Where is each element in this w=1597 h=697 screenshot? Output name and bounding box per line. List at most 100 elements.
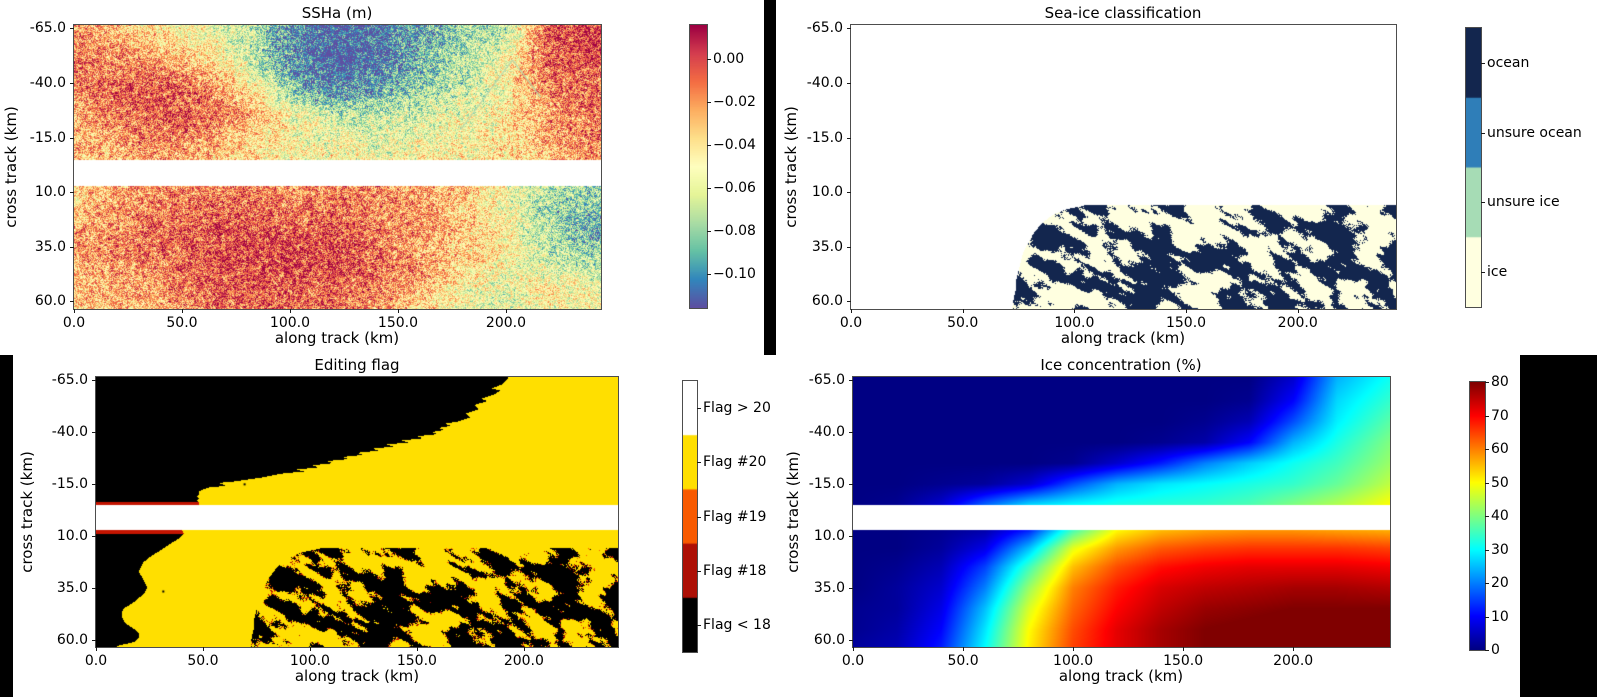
colorbar-tick-mark — [707, 273, 711, 275]
y-tick-mark — [849, 483, 853, 485]
colorbar-tick-mark — [1481, 202, 1485, 204]
y-tick-label: -40.0 — [806, 74, 843, 91]
y-tick-mark — [70, 246, 74, 248]
x-tick-mark — [505, 309, 507, 313]
y-tick-label: 60.0 — [56, 631, 88, 648]
x-tick-mark — [416, 647, 418, 651]
y-tick-mark — [849, 432, 853, 434]
colorbar-tick-label: 10 — [1491, 608, 1509, 625]
colorbar-tick-mark — [1485, 650, 1489, 651]
x-tick-label: 150.0 — [1165, 315, 1207, 331]
seaice-ylabel: cross track (km) — [782, 106, 800, 228]
colorbar-category-label: Flag > 20 — [703, 400, 771, 417]
colorbar-tick-mark — [1485, 449, 1489, 450]
editing-flag-map — [95, 376, 619, 648]
colorbar-tick-mark — [1485, 382, 1489, 383]
y-tick-label: -15.0 — [29, 129, 66, 146]
y-tick-label: 10.0 — [34, 184, 66, 201]
y-tick-label: 60.0 — [813, 631, 845, 648]
x-tick-label: 150.0 — [396, 653, 437, 669]
colorbar-tick-mark — [707, 59, 711, 61]
y-tick-mark — [92, 535, 96, 537]
colorbar-tick-label: −0.10 — [713, 265, 756, 282]
x-tick-mark — [289, 309, 291, 313]
x-tick-mark — [96, 647, 97, 651]
y-tick-mark — [70, 137, 74, 139]
y-tick-mark — [847, 28, 851, 30]
editing-flag-colorbar — [682, 380, 698, 653]
ice-concentration-title: Ice concentration (%) — [1040, 356, 1202, 374]
y-tick-label: -65.0 — [808, 372, 845, 389]
x-tick-label: 0.0 — [839, 315, 863, 331]
x-tick-mark — [851, 309, 852, 313]
y-tick-mark — [70, 82, 74, 84]
ice-concentration-ylabel: cross track (km) — [784, 451, 802, 573]
colorbar-category-label: ice — [1487, 264, 1508, 281]
x-tick-mark — [1074, 309, 1076, 313]
y-tick-mark — [847, 82, 851, 84]
x-tick-mark — [1183, 647, 1185, 651]
y-tick-label: -65.0 — [29, 20, 66, 37]
y-tick-label: 35.0 — [56, 579, 88, 596]
x-tick-mark — [523, 647, 525, 651]
y-tick-label: 10.0 — [811, 184, 843, 201]
colorbar-tick-mark — [707, 187, 711, 189]
x-tick-label: 50.0 — [166, 315, 198, 331]
colorbar-tick-label: −0.02 — [713, 94, 756, 111]
colorbar-category-label: Flag #18 — [703, 562, 767, 579]
y-tick-label: -15.0 — [51, 475, 88, 492]
colorbar-tick-label: −0.04 — [713, 137, 756, 154]
colorbar-tick-mark — [697, 570, 701, 572]
colorbar-category-label: unsure ocean — [1487, 124, 1582, 141]
ssha-colorbar — [689, 24, 708, 309]
x-tick-label: 100.0 — [269, 315, 311, 331]
x-tick-mark — [1073, 647, 1075, 651]
colorbar-category-label: Flag #20 — [703, 454, 767, 471]
colorbar-tick-mark — [707, 102, 711, 104]
x-tick-mark — [1297, 309, 1299, 313]
ssha-heatmap — [73, 24, 602, 310]
colorbar-tick-label: 0.00 — [713, 51, 745, 68]
y-tick-label: -65.0 — [806, 20, 843, 37]
editing-flag-xlabel: along track (km) — [294, 667, 420, 685]
x-tick-label: 0.0 — [62, 315, 86, 331]
y-tick-label: 35.0 — [811, 238, 843, 255]
colorbar-tick-label: 80 — [1491, 374, 1509, 390]
ssha-ylabel: cross track (km) — [2, 106, 20, 228]
seaice-title: Sea-ice classification — [1044, 4, 1202, 22]
colorbar-tick-mark — [697, 516, 701, 518]
colorbar-tick-label: 40 — [1491, 508, 1509, 524]
x-tick-mark — [962, 309, 964, 313]
y-tick-mark — [847, 137, 851, 139]
colorbar-tick-label: 70 — [1491, 407, 1509, 424]
x-tick-label: 50.0 — [187, 653, 219, 669]
colorbar-category-label: ocean — [1487, 54, 1530, 71]
y-tick-mark — [92, 380, 96, 382]
colorbar-tick-label: 60 — [1491, 441, 1509, 457]
x-tick-mark — [853, 647, 854, 651]
colorbar-tick-mark — [1485, 415, 1489, 417]
x-tick-mark — [74, 309, 75, 313]
x-tick-label: 200.0 — [503, 653, 544, 669]
x-tick-label: 200.0 — [485, 315, 526, 331]
ice-concentration-xlabel: along track (km) — [1058, 667, 1184, 685]
y-tick-mark — [92, 587, 96, 589]
colorbar-tick-label: 20 — [1491, 575, 1509, 591]
colorbar-tick-mark — [1485, 616, 1489, 618]
colorbar-tick-mark — [1485, 583, 1489, 584]
x-tick-label: 150.0 — [1163, 653, 1204, 669]
colorbar-tick-label: 50 — [1491, 474, 1509, 491]
y-tick-label: -40.0 — [808, 424, 845, 441]
colorbar-category-label: unsure ice — [1487, 194, 1560, 211]
colorbar-tick-mark — [707, 230, 711, 232]
colorbar-tick-mark — [1481, 132, 1485, 134]
y-tick-mark — [849, 587, 853, 589]
colorbar-tick-mark — [1485, 482, 1489, 484]
x-tick-label: 150.0 — [377, 315, 419, 331]
colorbar-tick-mark — [1481, 272, 1485, 274]
colorbar-tick-label: −0.08 — [713, 222, 756, 239]
ice-concentration-colorbar — [1469, 381, 1486, 651]
x-tick-label: 200.0 — [1277, 315, 1318, 331]
y-tick-mark — [70, 28, 74, 30]
